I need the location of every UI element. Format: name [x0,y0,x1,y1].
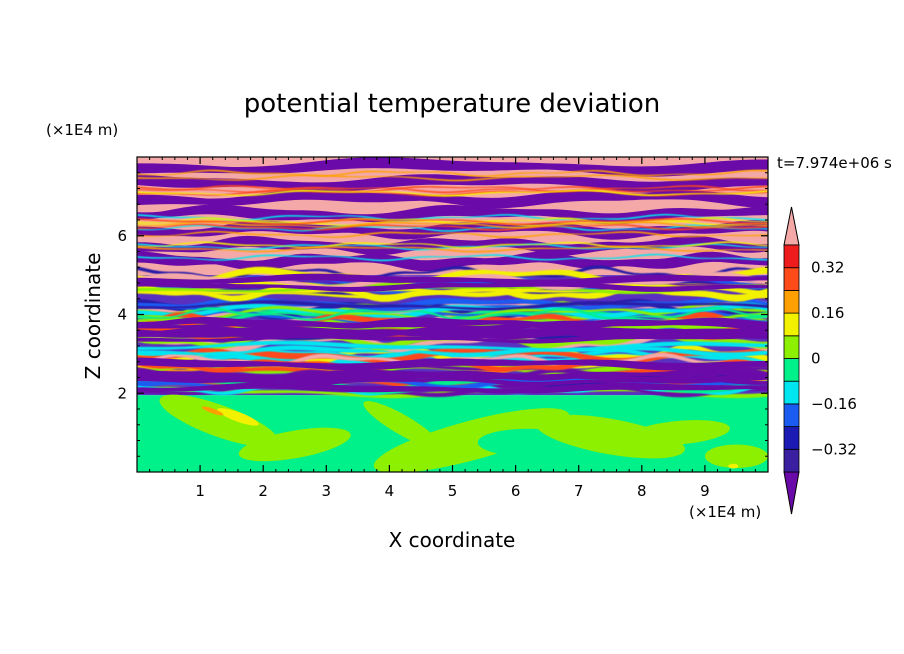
contour-band [137,309,768,325]
contour-blob [238,427,351,462]
chart-title: potential temperature deviation [244,89,660,119]
x-unit-label: (×1E4 m) [689,503,761,521]
contour-band [137,230,768,239]
plot-area [137,157,768,472]
y-tick-label: 2 [117,384,127,402]
contour-band [137,307,768,322]
colorbar-segment [783,358,800,382]
contour-band [137,281,768,292]
contour-band [137,317,768,330]
contour-band [137,287,768,299]
contour-band [137,245,768,253]
x-axis-label: X coordinate [389,528,516,552]
contour-band [137,282,768,294]
contour-band [137,224,768,232]
contour-band [137,347,768,361]
contour-band [137,302,768,320]
contour-band [137,185,768,193]
contour-band [137,382,768,394]
y-unit-label: (×1E4 m) [46,121,118,139]
contour-band [137,219,768,227]
y-axis: 2 4 6 [117,172,768,457]
contour-band [137,189,768,197]
colorbar-label: −0.32 [811,440,857,458]
x-tick-label: 9 [700,482,710,500]
contour-band [137,273,768,286]
contour-blob [159,394,279,447]
contour-band [137,372,768,384]
contour-band [137,217,768,225]
contour-band [137,188,768,209]
colorbar-segment [783,426,800,450]
contour-blob [728,463,739,469]
colorbar-label: 0 [811,350,821,368]
x-tick-label: 6 [511,482,521,500]
contour-band [137,300,768,311]
contour-band [137,340,768,352]
colorbar-segment [783,244,800,269]
contour-band [137,357,768,371]
contour-band [137,218,768,226]
contour-band [137,327,768,340]
contour-band [137,318,768,330]
colorbar-lower-extend [783,471,800,515]
contour-band [137,306,768,323]
contour-blob [373,408,570,472]
x-tick-label: 5 [448,482,458,500]
contour-band [137,265,768,281]
colorbar-label: −0.16 [811,395,857,413]
colorbar-label: 0.16 [811,304,844,322]
contour-blob [704,444,768,469]
x-tick-label: 8 [637,482,647,500]
colorbar-segment [783,267,800,291]
contour-blob [202,406,224,416]
x-tick-label: 2 [258,482,268,500]
contour-blob [629,420,730,446]
colorbar-upper-extend [783,206,800,246]
y-tick-label: 6 [117,227,127,245]
x-axis: 1 2 3 4 5 6 7 8 9 [149,157,756,500]
colorbar-label: 0.32 [811,259,844,277]
x-tick-label: 4 [385,482,395,500]
colorbar-segment [783,403,800,427]
contour-band [137,169,768,177]
y-tick-label: 4 [117,306,127,324]
contour-band [137,223,768,231]
x-tick-label: 3 [322,482,332,500]
contour-band [137,219,768,240]
colorbar-segment [783,448,800,473]
contour-band [137,296,768,312]
contour-band [137,235,768,256]
colorbar-segment [783,289,800,314]
contour-band [137,185,768,194]
colorbar-segment [783,335,800,359]
colorbar-segment [783,312,800,337]
contour-blob [535,414,685,459]
x-tick-label: 7 [574,482,584,500]
x-tick-label: 1 [195,482,205,500]
time-label: t=7.974e+06 s [777,154,892,172]
y-axis-label: Z coordinate [81,253,105,380]
colorbar-segment [783,380,800,405]
contour-blob [217,408,259,426]
colorbar: 0.32 0.16 0 −0.16 −0.32 [783,206,857,515]
contour-blob [363,401,441,449]
contour-band [137,213,768,222]
contour-band [137,174,768,182]
